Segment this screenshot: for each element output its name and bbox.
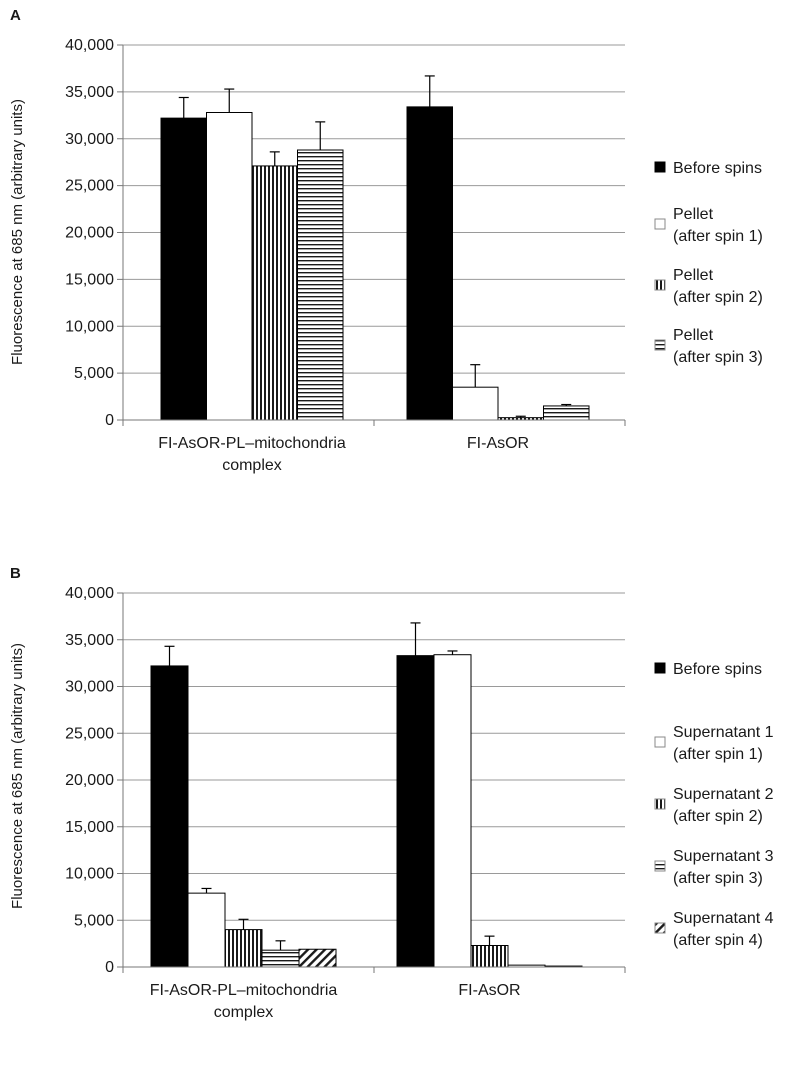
legend-swatch (654, 662, 666, 674)
y-tick-label: 0 (105, 959, 114, 976)
axes (122, 593, 626, 973)
legend-item: Supernatant 1 (after spin 1) (654, 724, 774, 763)
y-axis-label: Fluorescence at 685 nm (arbitrary units) (9, 643, 26, 909)
legend-item: Supernatant 4 (after spin 4) (654, 910, 774, 949)
y-tick-label: 5,000 (74, 912, 114, 929)
legend-item: Supernatant 3 (after spin 3) (654, 848, 774, 887)
legend-swatch (654, 339, 666, 351)
bar (224, 929, 263, 968)
legend-item: Pellet (after spin 2) (654, 267, 763, 306)
y-tick-label: 25,000 (65, 725, 114, 742)
legend-label: Supernatant 1 (673, 724, 774, 741)
legend-item: Before spins (654, 661, 762, 678)
legend-item: Supernatant 2 (after spin 2) (654, 786, 774, 825)
bar (160, 117, 207, 421)
y-axis-ticks: 0 5,000 10,000 15,000 20,000 25,000 30,000 35,0… (65, 37, 123, 429)
y-tick-label: 20,000 (65, 772, 114, 789)
x-axis-categories: FI-AsOR-PL–mitochondria complex FI-AsOR (158, 435, 529, 474)
legend-label: Supernatant 3 (673, 848, 774, 865)
x-category-label: FI-AsOR (458, 982, 520, 999)
legend-label: (after spin 2) (673, 289, 763, 306)
bar (452, 386, 499, 421)
x-category-label: FI-AsOR-PL–mitochondria (158, 435, 346, 452)
legend-label: (after spin 3) (673, 349, 763, 366)
legend-swatch (654, 860, 666, 872)
legend-item: Pellet (after spin 1) (654, 206, 763, 245)
y-tick-label: 0 (105, 412, 114, 429)
legend-label: (after spin 1) (673, 746, 763, 763)
y-tick-label: 30,000 (65, 679, 114, 696)
bar-groups (160, 75, 590, 421)
panel-label: B (10, 565, 21, 582)
legend-swatch (654, 922, 666, 934)
legend-label: Pellet (673, 267, 714, 284)
bar (543, 405, 590, 421)
x-category-label: FI-AsOR-PL–mitochondria (150, 982, 338, 999)
legend-label: Supernatant 2 (673, 786, 774, 803)
y-tick-label: 30,000 (65, 131, 114, 148)
gridlines (123, 592, 625, 921)
legend-label: Before spins (673, 160, 762, 177)
legend-label: (after spin 1) (673, 228, 763, 245)
y-tick-label: 10,000 (65, 318, 114, 335)
bar (470, 944, 509, 968)
legend-label: (after spin 2) (673, 808, 763, 825)
y-tick-label: 10,000 (65, 866, 114, 883)
x-axis-categories: FI-AsOR-PL–mitochondria complex FI-AsOR (150, 982, 521, 1021)
legend-swatch (654, 161, 666, 173)
bar (187, 892, 226, 968)
legend-label: (after spin 4) (673, 932, 763, 949)
x-category-label: complex (222, 457, 282, 474)
bar (206, 112, 253, 421)
legend-swatch (654, 279, 666, 291)
x-category-label: complex (214, 1004, 274, 1021)
legend-swatch (654, 218, 666, 230)
legend-label: Pellet (673, 206, 714, 223)
y-tick-label: 35,000 (65, 84, 114, 101)
bar (251, 165, 298, 421)
legend-swatch (654, 736, 666, 748)
y-tick-label: 5,000 (74, 365, 114, 382)
y-tick-label: 25,000 (65, 178, 114, 195)
panel-label: A (10, 7, 21, 24)
y-tick-label: 15,000 (65, 271, 114, 288)
legend-label: Before spins (673, 661, 762, 678)
axes (122, 45, 626, 426)
x-category-label: FI-AsOR (467, 435, 529, 452)
bar (297, 149, 344, 421)
bar (298, 948, 337, 968)
legend-label: Supernatant 4 (673, 910, 774, 927)
legend-label: Pellet (673, 327, 714, 344)
y-tick-label: 35,000 (65, 632, 114, 649)
legend-label: (after spin 3) (673, 870, 763, 887)
legend-item: Before spins (654, 160, 762, 177)
y-axis-label: Fluorescence at 685 nm (arbitrary units) (9, 99, 26, 365)
panel-a: A Fluorescence at 685 nm (arbitrary unit… (9, 7, 763, 474)
bar (406, 106, 453, 421)
bar-groups (150, 622, 583, 968)
panel-b: B Fluorescence at 685 nm (arbitrary unit… (9, 565, 774, 1021)
bar (261, 949, 300, 968)
legend-item: Pellet (after spin 3) (654, 327, 763, 366)
y-tick-label: 20,000 (65, 225, 114, 242)
bar (433, 654, 472, 968)
y-axis-ticks: 0 5,000 10,000 15,000 20,000 25,000 30,000 35,0… (65, 585, 123, 976)
legend: Before spins Pellet (after spin 1) Pellet (a… (654, 160, 763, 366)
bar (150, 665, 189, 968)
y-tick-label: 40,000 (65, 37, 114, 54)
y-tick-label: 15,000 (65, 819, 114, 836)
y-tick-label: 40,000 (65, 585, 114, 602)
bar (396, 655, 435, 968)
legend-swatch (654, 798, 666, 810)
